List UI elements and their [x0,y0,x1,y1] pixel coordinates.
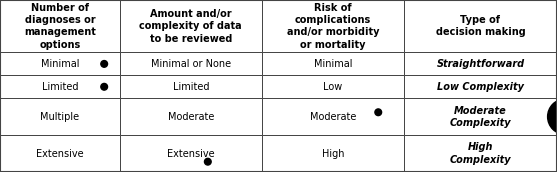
Bar [404,135,557,172]
Bar [120,52,262,75]
Text: Extensive: Extensive [167,149,214,159]
Text: Low Complexity: Low Complexity [437,82,524,92]
Text: Extensive: Extensive [36,149,84,159]
Text: Type of
decision making: Type of decision making [436,15,525,37]
Ellipse shape [204,158,211,165]
Text: High
Complexity: High Complexity [449,142,511,165]
Bar [0,98,120,135]
Text: Moderate: Moderate [168,112,214,122]
Text: Limited: Limited [42,82,78,92]
Bar [120,75,262,98]
Ellipse shape [101,83,108,90]
Bar [262,75,404,98]
Bar [262,0,404,52]
Text: Number of
diagnoses or
management
options: Number of diagnoses or management option… [24,3,96,50]
Bar [120,98,262,135]
Text: Moderate: Moderate [310,112,356,122]
Bar [262,135,404,172]
Ellipse shape [101,61,108,67]
Ellipse shape [375,109,382,116]
Bar [262,52,404,75]
Bar [0,52,120,75]
Text: Minimal: Minimal [41,59,79,69]
Text: Straightforward: Straightforward [436,59,525,69]
Text: Low: Low [323,82,343,92]
Text: Amount and/or
complexity of data
to be reviewed: Amount and/or complexity of data to be r… [139,9,242,44]
Text: High: High [321,149,344,159]
Bar [0,0,120,52]
Ellipse shape [548,99,557,135]
Bar [404,0,557,52]
Bar [404,52,557,75]
Text: Minimal or None: Minimal or None [151,59,231,69]
Bar [0,135,120,172]
Text: Limited: Limited [173,82,209,92]
Bar [262,98,404,135]
Text: Risk of
complications
and/or morbidity
or mortality: Risk of complications and/or morbidity o… [286,3,379,50]
Text: Multiple: Multiple [40,112,80,122]
Text: Minimal: Minimal [314,59,352,69]
Bar [120,0,262,52]
Bar [120,135,262,172]
Text: Moderate
Complexity: Moderate Complexity [449,105,511,128]
Bar [404,98,557,135]
Bar [404,75,557,98]
Bar [0,75,120,98]
